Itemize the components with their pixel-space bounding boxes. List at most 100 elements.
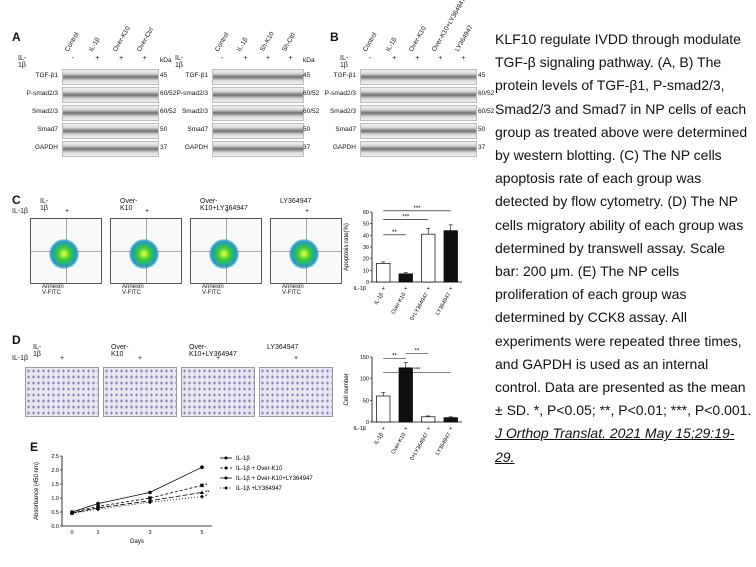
data-point (70, 511, 74, 516)
blot-kda: 60/52 (478, 108, 495, 115)
figure-caption: KLF10 regulate IVDD through modulate TGF… (495, 28, 753, 469)
transwell-image (181, 367, 255, 417)
blot-strip (360, 141, 477, 157)
panel-label-b: B (330, 30, 339, 44)
citation-link[interactable]: J Orthop Translat. 2021 May 15;29:19-29. (495, 425, 735, 465)
blot-row-label: Smad2/3 (329, 108, 356, 115)
data-point (96, 501, 100, 506)
legend-marker (224, 466, 228, 470)
bar (443, 417, 458, 423)
blot-strip (212, 105, 304, 121)
category-label: Over-K10 (391, 292, 408, 315)
blot-row-label: P-smad2/3 (176, 90, 208, 97)
blot-strip (62, 105, 159, 121)
blot-column-label: LY364947 (453, 24, 475, 53)
blot-strip (360, 105, 477, 121)
blot-kda: 37 (303, 144, 311, 151)
blot-kda: 60/52 (303, 108, 320, 115)
blot-kda: 50 (160, 126, 168, 133)
blot-column-label: Over-K10 (111, 25, 132, 53)
legend-label: IL-1β + Over-K10 (236, 466, 283, 472)
flow-plot (270, 218, 342, 284)
data-point (148, 496, 152, 500)
flow-group-label: IL-1β (40, 198, 49, 212)
blot-treatment-sign: + (266, 55, 271, 62)
category-label: LY364947 (435, 292, 453, 316)
series-line (71, 496, 203, 514)
blot-treatment-sign: + (95, 55, 100, 62)
blot-treatment-label: IL-1β (18, 55, 27, 69)
series-line (71, 492, 203, 514)
data-point (200, 490, 204, 494)
blot-kda: 60/52 (478, 90, 495, 97)
blot-column-label: Sh-K10 (258, 30, 276, 53)
blot-strip (62, 123, 159, 139)
blot-row-label: Smad2/3 (31, 108, 58, 115)
flow-treatment-sign: + (225, 208, 230, 215)
legend-marker (224, 456, 228, 460)
y-axis-label: Absorbance (450 nm) (34, 462, 40, 520)
flow-xlabel: Annexin V-FITC (282, 284, 304, 296)
cell-population (129, 239, 159, 269)
transwell-group-label: LY364947 (267, 344, 299, 351)
flow-group-label: LY364947 (280, 198, 312, 205)
panel-label-e: E (30, 440, 39, 454)
blot-strip (212, 69, 304, 85)
blot-treatment-sign: + (142, 55, 147, 62)
blot-strip (360, 69, 477, 85)
blot-row-label: Smad7 (187, 126, 208, 133)
treatment-sign: + (427, 426, 430, 432)
series-line (71, 466, 203, 513)
bar (398, 273, 413, 283)
bar (421, 416, 436, 423)
treatment-sign: + (382, 286, 385, 292)
flow-plot (190, 218, 262, 284)
blot-treatment-sign: - (221, 55, 224, 62)
blot-kda: 45 (478, 72, 486, 79)
blot-row-label: P-smad2/3 (26, 90, 58, 97)
kda-header: kDa (160, 57, 172, 64)
blot-row-label: GAPDH (184, 144, 208, 151)
y-tick-label: 30 (363, 245, 369, 251)
series-line (71, 485, 203, 513)
category-label: IL-1β (373, 432, 385, 446)
x-tick-label: 5 (200, 530, 203, 536)
transwell-treatment-sign: + (138, 355, 143, 362)
cell-population (49, 239, 79, 269)
y-axis-label: Cell number (344, 373, 350, 405)
transwell-treatment-label: IL-1β (12, 355, 29, 362)
flow-treatment-sign: + (65, 208, 70, 215)
flow-treatment-label: IL-1β (12, 208, 29, 215)
blot-column-label: Control (213, 31, 231, 53)
blot-strip (212, 87, 304, 103)
blot-row-label: GAPDH (34, 144, 58, 151)
significance-label: * (205, 483, 208, 489)
y-tick-label: 10 (363, 268, 369, 274)
transwell-group-label: Over-K10 (111, 344, 129, 358)
flow-plot (110, 218, 182, 284)
blot-treatment-sign: - (71, 55, 74, 62)
y-tick-label: 50 (363, 398, 369, 404)
blot-column-label: Control (361, 31, 379, 53)
transwell-treatment-sign: + (294, 355, 299, 362)
y-tick-label: 0.0 (51, 524, 59, 530)
y-tick-label: 1.0 (51, 496, 59, 502)
x-treatment-label: IL-1β (353, 426, 366, 432)
blot-row-label: TGF-β1 (333, 72, 356, 79)
transwell-treatment-sign: + (216, 355, 221, 362)
blot-treatment-sign: + (415, 55, 420, 62)
migrated-cells (104, 368, 176, 416)
blot-row-label: Smad7 (37, 126, 58, 133)
legend-label: IL-1β (236, 456, 250, 462)
blot-strip (212, 123, 304, 139)
y-tick-label: 60 (363, 210, 369, 216)
blot-kda: 60/52 (303, 90, 320, 97)
y-tick-label: 0 (366, 280, 369, 286)
data-point (200, 494, 204, 499)
transwell-treatment-sign: + (60, 355, 65, 362)
transwell-group-label: Over-K10+LY364947 (189, 344, 237, 358)
flow-group-label: Over-K10+LY364947 (200, 198, 248, 212)
x-tick-label: 3 (148, 530, 151, 536)
blot-kda: 37 (160, 144, 168, 151)
y-tick-label: 2.0 (51, 468, 59, 474)
